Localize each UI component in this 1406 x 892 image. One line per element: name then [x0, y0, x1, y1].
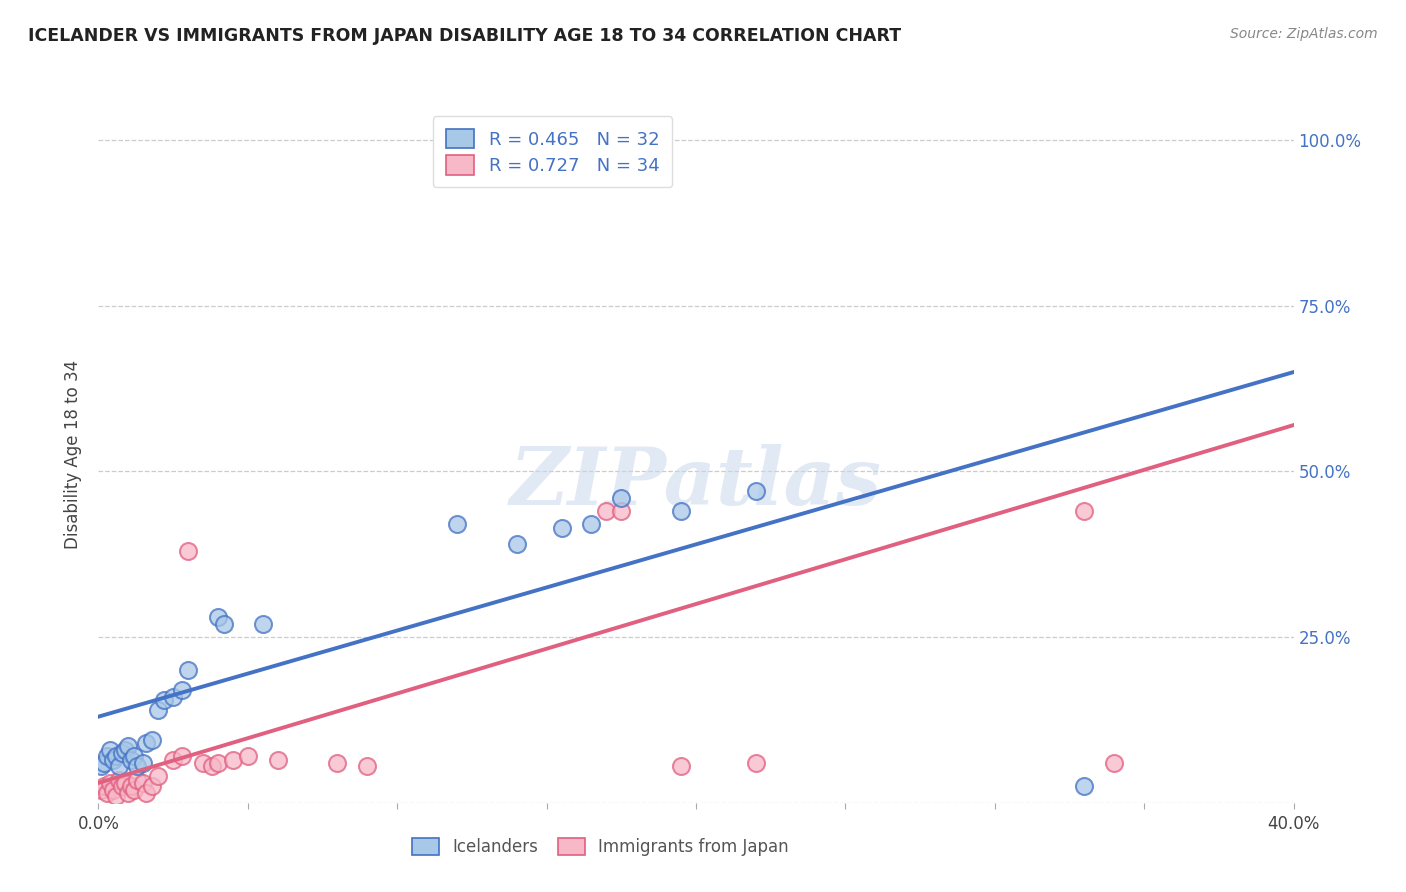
Point	[207, 756, 229, 770]
Point	[669, 504, 692, 518]
Point	[108, 772, 131, 787]
Point	[550, 521, 572, 535]
Point	[581, 517, 603, 532]
Point	[267, 753, 290, 767]
Point	[127, 759, 149, 773]
Point	[212, 616, 235, 631]
Point	[446, 517, 468, 532]
Point	[326, 756, 349, 770]
Point	[141, 779, 163, 793]
Point	[93, 779, 115, 793]
Point	[172, 683, 194, 698]
Point	[236, 749, 259, 764]
Point	[207, 610, 229, 624]
Text: ZIPatlas: ZIPatlas	[510, 444, 882, 522]
Point	[162, 753, 184, 767]
Point	[222, 753, 245, 767]
Point	[114, 776, 136, 790]
Point	[669, 759, 692, 773]
Point	[148, 703, 170, 717]
Point	[1104, 756, 1126, 770]
Point	[148, 769, 170, 783]
Point	[177, 544, 200, 558]
Point	[111, 746, 134, 760]
Point	[172, 749, 194, 764]
Y-axis label: Disability Age 18 to 34: Disability Age 18 to 34	[65, 360, 83, 549]
Point	[132, 756, 155, 770]
Point	[103, 782, 125, 797]
Point	[90, 759, 112, 773]
Point	[90, 782, 112, 797]
Point	[506, 537, 529, 551]
Point	[93, 756, 115, 770]
Point	[111, 779, 134, 793]
Point	[177, 663, 200, 677]
Point	[135, 736, 157, 750]
Point	[105, 749, 128, 764]
Point	[100, 776, 122, 790]
Point	[356, 759, 378, 773]
Point	[117, 739, 139, 754]
Point	[96, 786, 118, 800]
Point	[135, 786, 157, 800]
Point	[120, 779, 142, 793]
Point	[114, 743, 136, 757]
Point	[108, 759, 131, 773]
Text: ICELANDER VS IMMIGRANTS FROM JAPAN DISABILITY AGE 18 TO 34 CORRELATION CHART: ICELANDER VS IMMIGRANTS FROM JAPAN DISAB…	[28, 27, 901, 45]
Point	[745, 756, 768, 770]
Point	[100, 743, 122, 757]
Point	[103, 753, 125, 767]
Point	[162, 690, 184, 704]
Legend: Icelanders, Immigrants from Japan: Icelanders, Immigrants from Japan	[404, 830, 797, 864]
Point	[124, 749, 146, 764]
Point	[1073, 779, 1095, 793]
Point	[252, 616, 274, 631]
Point	[153, 693, 176, 707]
Point	[105, 789, 128, 804]
Point	[120, 753, 142, 767]
Point	[132, 776, 155, 790]
Point	[191, 756, 214, 770]
Point	[124, 782, 146, 797]
Point	[595, 504, 617, 518]
Point	[117, 786, 139, 800]
Point	[610, 504, 633, 518]
Point	[610, 491, 633, 505]
Point	[745, 484, 768, 499]
Point	[96, 749, 118, 764]
Point	[141, 732, 163, 747]
Point	[1073, 504, 1095, 518]
Point	[201, 759, 224, 773]
Text: Source: ZipAtlas.com: Source: ZipAtlas.com	[1230, 27, 1378, 41]
Point	[127, 772, 149, 787]
